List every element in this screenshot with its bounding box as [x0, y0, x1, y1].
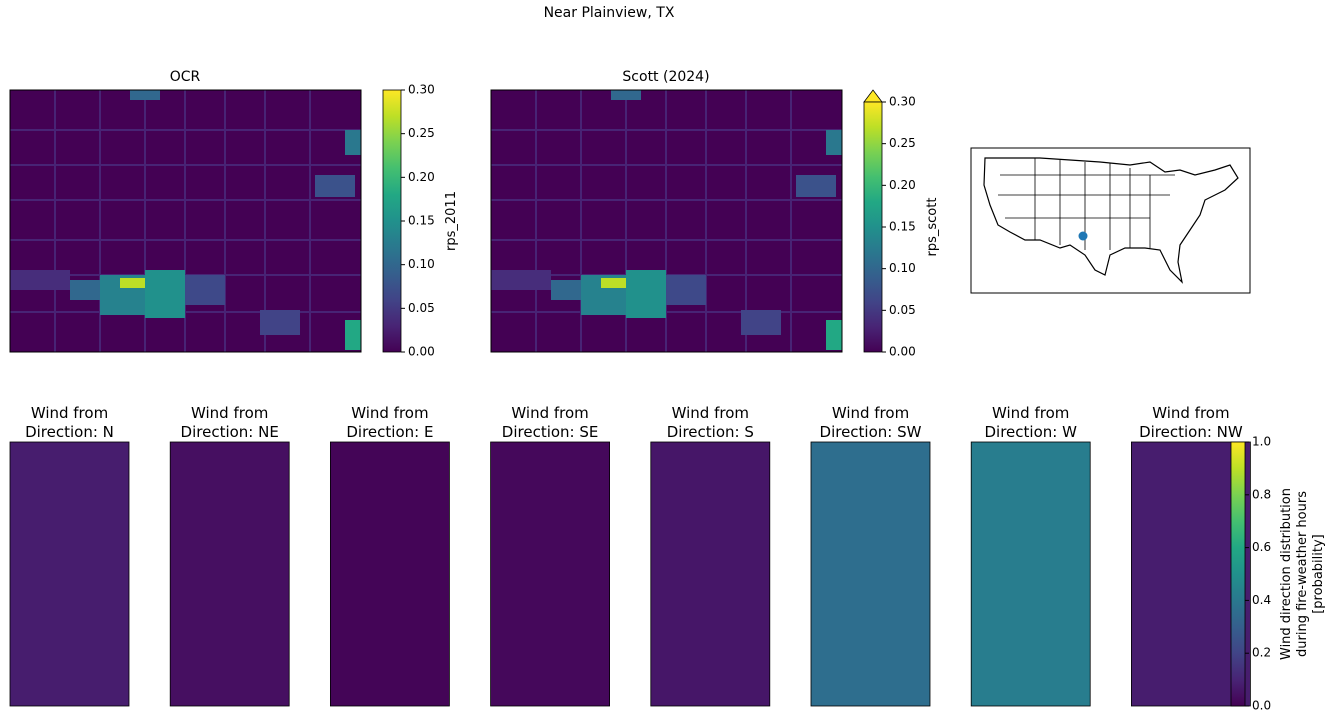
axes-title: Direction: SW — [820, 423, 922, 441]
colorbar-tick-label: 0.20 — [408, 170, 435, 184]
colorbar — [1230, 441, 1246, 707]
colorbar-label: Wind direction distribution — [1279, 488, 1294, 660]
colorbar-tick-label: 0.10 — [889, 261, 916, 275]
axes-title: OCR — [170, 69, 201, 85]
colorbar-tick-label: 0.00 — [889, 345, 916, 359]
axes-title: Wind from — [191, 404, 268, 422]
axes-title: Direction: W — [984, 423, 1077, 441]
axes-frame — [490, 89, 843, 353]
axes-title: Wind from — [511, 404, 588, 422]
colorbar-label: rps_scott — [925, 198, 940, 257]
colorbar-tick-label: 0.30 — [889, 95, 916, 109]
axes-title: Wind from — [992, 404, 1069, 422]
colorbar — [382, 89, 402, 353]
heatmap-cell — [810, 441, 931, 707]
heatmap-cell — [490, 441, 611, 707]
raster-scott — [490, 89, 843, 353]
axes-frame — [9, 89, 362, 353]
colorbar-tick-label: 0.00 — [408, 345, 435, 359]
axes-title: Scott (2024) — [622, 69, 709, 85]
colorbar-label: rps_2011 — [444, 191, 459, 251]
axes-title: Wind from — [672, 404, 749, 422]
colorbar-tick-label: 0.05 — [408, 301, 435, 315]
heatmap-cell — [169, 441, 290, 707]
heatmap-cell — [9, 441, 130, 707]
heatmap-cell — [1131, 441, 1251, 707]
heatmap-cell — [650, 441, 771, 707]
axes-title: Direction: SE — [502, 423, 599, 441]
colorbar-label: [probability] — [1311, 534, 1326, 614]
heatmap-cell — [970, 441, 1091, 707]
colorbar-tick-label: 0.6 — [1252, 540, 1271, 554]
axes-title: Wind from — [1152, 404, 1229, 422]
colorbar-tick-label: 0.25 — [408, 126, 435, 140]
colorbar-tick-label: 0.05 — [889, 303, 916, 317]
heatmap-cell — [329, 441, 450, 707]
colorbar-tick-label: 0.2 — [1252, 646, 1271, 660]
colorbar-tick-label: 0.8 — [1252, 487, 1271, 501]
axes-title: Wind from — [31, 404, 108, 422]
colorbar-extend — [863, 89, 883, 103]
colorbar-tick-label: 0.20 — [889, 178, 916, 192]
axes-title: Wind from — [351, 404, 428, 422]
colorbar — [863, 101, 883, 353]
raster-ocr — [9, 89, 362, 353]
axes-title: Direction: N — [25, 423, 114, 441]
colorbar-tick-label: 0.15 — [889, 220, 916, 234]
colorbar-tick-label: 0.4 — [1252, 593, 1271, 607]
colorbar-tick-label: 0.25 — [889, 136, 916, 150]
axes-title: Direction: NE — [181, 423, 279, 441]
colorbar-label: during fire-weather hours — [1295, 491, 1310, 657]
axes-title: Wind from — [832, 404, 909, 422]
colorbar-tick-label: 0.30 — [408, 83, 435, 97]
colorbar-tick-label: 0.0 — [1252, 699, 1271, 713]
us-map — [970, 147, 1251, 294]
axes-title: Direction: NW — [1139, 423, 1243, 441]
axes-title: Direction: E — [346, 423, 433, 441]
colorbar-tick-label: 0.15 — [408, 214, 435, 228]
colorbar-tick-label: 1.0 — [1252, 435, 1271, 449]
figure-title: Near Plainview, TX — [544, 5, 675, 21]
axes-title: Direction: S — [667, 423, 754, 441]
colorbar-tick-label: 0.10 — [408, 257, 435, 271]
